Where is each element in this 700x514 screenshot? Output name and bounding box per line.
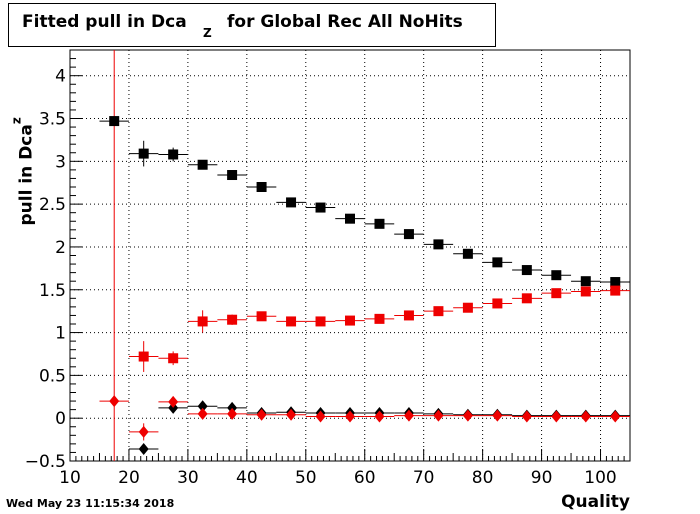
data-point-square [462,248,473,259]
timestamp: Wed May 23 11:15:34 2018 [6,497,175,510]
y-tick-label: 1 [55,324,66,344]
data-point-diamond [580,410,591,423]
data-point-diamond [492,409,503,422]
data-point-diamond [462,409,473,422]
data-point-square [138,351,149,362]
data-point-diamond [197,400,208,413]
data-point-square [433,306,444,317]
data-point-square [580,286,591,297]
y-tick-label: 2.5 [39,195,66,215]
data-point-square [168,149,179,160]
x-tick-label: 30 [177,468,199,488]
data-point-square [610,277,621,288]
data-point-square [227,170,238,181]
data-point-diamond [610,410,621,423]
data-point-square [286,316,297,327]
data-point-diamond [315,410,326,423]
data-point-square [462,302,473,313]
data-point-square [315,316,326,327]
data-point-square [197,159,208,170]
title-box: Fitted pull in Dca Z for Global Rec All … [8,3,496,47]
data-point-square [521,293,532,304]
data-point-square [551,288,562,299]
data-point-square [197,316,208,327]
x-tick-label: 100 [584,468,616,488]
data-point-diamond [345,410,355,423]
y-axis-label-subscript: z [9,117,24,125]
y-tick-label: 4 [55,67,66,87]
data-point-square [374,313,385,324]
data-point-square [345,315,355,326]
x-tick-label: 80 [472,468,494,488]
data-point-diamond [138,443,149,456]
data-point-diamond [551,410,562,423]
data-point-diamond [168,395,179,408]
data-point-square [551,270,562,281]
y-axis-label: pull in Dcaz [10,86,37,256]
data-point-diamond [286,408,297,421]
y-tick-label: −0.5 [25,452,66,472]
y-tick-label: 2 [55,238,66,258]
data-point-diamond [109,395,120,408]
y-tick-label: 0 [55,409,66,429]
data-point-diamond [227,407,238,420]
data-point-diamond [138,425,149,438]
x-axis-label: Quality [561,492,630,512]
data-point-square [168,353,179,364]
data-point-square [345,213,355,224]
data-point-square [492,257,503,268]
data-point-diamond [521,410,532,423]
data-point-square [286,197,297,208]
chart-title: Fitted pull in Dca [22,12,187,32]
x-tick-label: 60 [354,468,376,488]
data-point-diamond [197,407,208,420]
data-point-square [521,265,532,276]
plot-frame [69,49,631,462]
x-tick-label: 20 [118,468,140,488]
data-point-diamond [433,409,444,422]
x-tick-label: 70 [413,468,435,488]
data-point-diamond [403,409,414,422]
x-tick-label: 40 [236,468,258,488]
data-point-square [256,182,267,192]
data-point-diamond [256,408,267,421]
data-point-square [374,218,385,229]
x-tick-label: 10 [59,468,81,488]
data-point-square [109,116,120,127]
data-point-diamond [374,410,385,423]
data-point-square [580,276,591,287]
x-tick-label: 90 [531,468,553,488]
y-axis-label-text: pull in Dca [16,124,37,226]
data-point-square [433,239,444,250]
chart-title-subscript: Z [203,26,212,40]
data-point-square [492,298,503,309]
data-point-square [227,314,238,325]
data-point-square [403,229,414,240]
y-tick-label: 3 [55,152,66,172]
y-tick-label: 1.5 [39,281,66,301]
data-point-square [403,310,414,321]
data-point-square [256,311,267,322]
chart-title-suffix: for Global Rec All NoHits [227,12,463,32]
data-point-square [610,285,621,296]
data-point-square [138,148,149,159]
x-tick-label: 50 [295,468,317,488]
y-tick-label: 0.5 [39,366,66,386]
y-tick-label: 3.5 [39,110,66,130]
data-point-square [315,202,326,213]
